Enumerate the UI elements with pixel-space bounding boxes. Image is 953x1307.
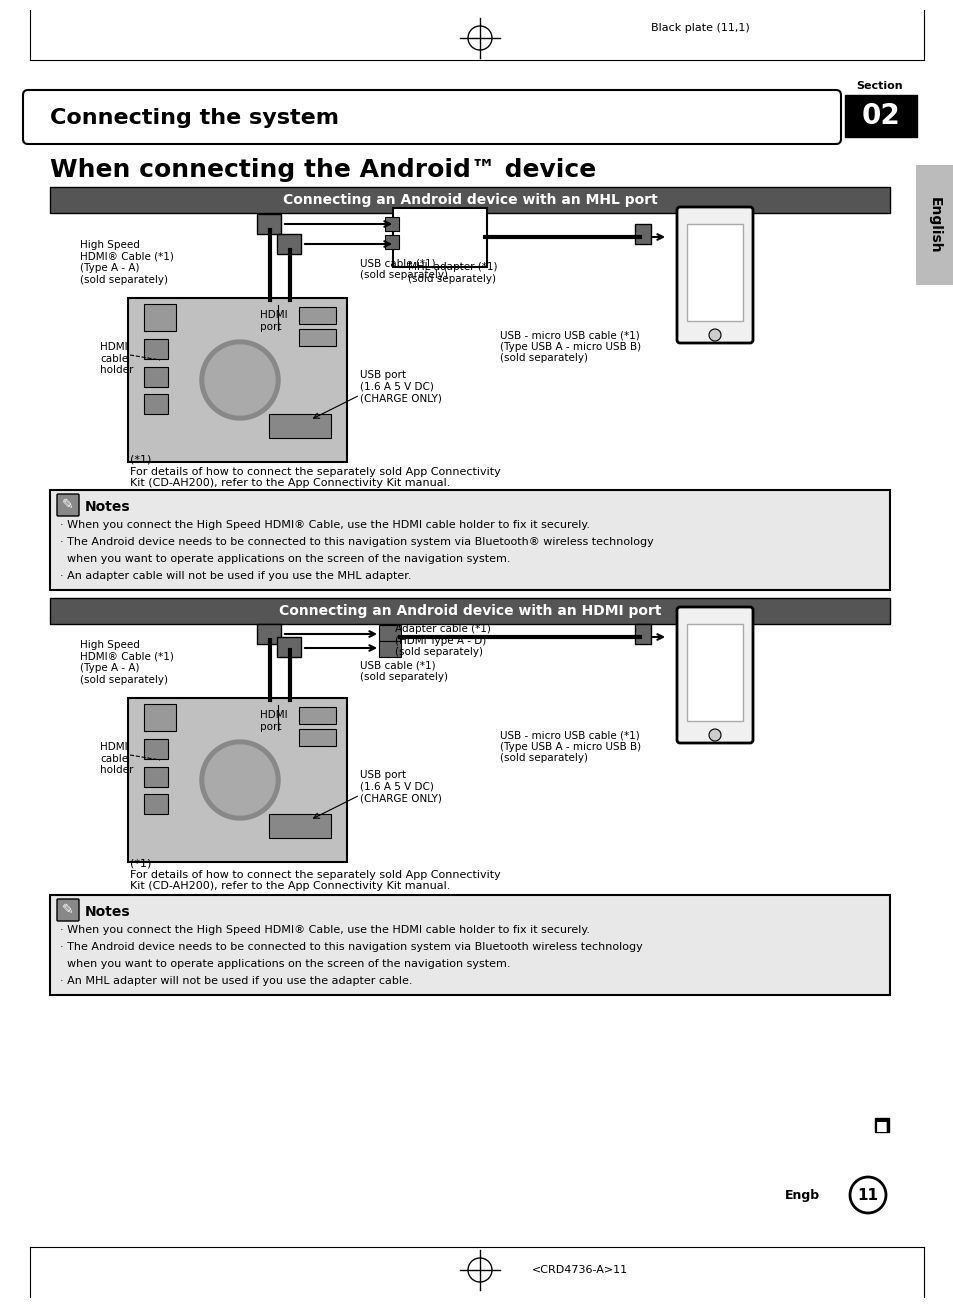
FancyBboxPatch shape [677, 207, 752, 342]
FancyBboxPatch shape [298, 729, 335, 746]
Text: when you want to operate applications on the screen of the navigation system.: when you want to operate applications on… [60, 554, 510, 565]
FancyBboxPatch shape [276, 637, 301, 657]
FancyBboxPatch shape [378, 625, 400, 640]
FancyBboxPatch shape [144, 704, 175, 731]
FancyBboxPatch shape [144, 393, 168, 414]
FancyBboxPatch shape [915, 165, 953, 285]
Text: when you want to operate applications on the screen of the navigation system.: when you want to operate applications on… [60, 959, 510, 968]
Text: HDMI
cable
holder: HDMI cable holder [100, 342, 133, 375]
FancyBboxPatch shape [269, 814, 331, 838]
Text: HDMI
cable
holder: HDMI cable holder [100, 742, 133, 775]
FancyBboxPatch shape [50, 187, 889, 213]
Text: ✎: ✎ [62, 498, 73, 512]
Circle shape [200, 740, 280, 819]
FancyBboxPatch shape [393, 208, 486, 267]
FancyBboxPatch shape [686, 223, 742, 322]
Text: Notes: Notes [85, 904, 131, 919]
Text: · The Android device needs to be connected to this navigation system via Bluetoo: · The Android device needs to be connect… [60, 942, 642, 951]
Circle shape [200, 340, 280, 420]
FancyBboxPatch shape [144, 793, 168, 814]
FancyBboxPatch shape [144, 305, 175, 331]
Text: · When you connect the High Speed HDMI® Cable, use the HDMI cable holder to fix : · When you connect the High Speed HDMI® … [60, 520, 589, 531]
Circle shape [205, 745, 274, 816]
Text: ✎: ✎ [62, 903, 73, 918]
Text: ■: ■ [875, 1120, 887, 1132]
Text: · When you connect the High Speed HDMI® Cable, use the HDMI cable holder to fix : · When you connect the High Speed HDMI® … [60, 925, 589, 935]
Text: Connecting the system: Connecting the system [50, 108, 338, 128]
FancyBboxPatch shape [686, 623, 742, 721]
Text: (*1)
For details of how to connect the separately sold App Connectivity
Kit (CD-: (*1) For details of how to connect the s… [130, 455, 500, 489]
Text: USB cable (*1)
(sold separately): USB cable (*1) (sold separately) [359, 660, 448, 681]
FancyBboxPatch shape [57, 494, 79, 516]
FancyBboxPatch shape [144, 339, 168, 359]
Text: · The Android device needs to be connected to this navigation system via Bluetoo: · The Android device needs to be connect… [60, 537, 653, 548]
Text: Engb: Engb [784, 1188, 820, 1201]
Circle shape [708, 329, 720, 341]
FancyBboxPatch shape [50, 490, 889, 589]
Text: Adapter cable (*1)
(HDMI Type A - D)
(sold separately): Adapter cable (*1) (HDMI Type A - D) (so… [395, 623, 491, 657]
Text: Connecting an Android device with an HDMI port: Connecting an Android device with an HDM… [278, 604, 660, 618]
FancyBboxPatch shape [50, 895, 889, 995]
Text: USB cable (*1)
(sold separately): USB cable (*1) (sold separately) [359, 257, 448, 280]
FancyBboxPatch shape [256, 214, 281, 234]
FancyBboxPatch shape [269, 414, 331, 438]
FancyBboxPatch shape [635, 623, 650, 644]
FancyBboxPatch shape [844, 95, 916, 137]
FancyBboxPatch shape [57, 899, 79, 921]
FancyBboxPatch shape [298, 307, 335, 324]
FancyBboxPatch shape [378, 640, 400, 657]
FancyBboxPatch shape [385, 235, 398, 250]
Text: High Speed
HDMI® Cable (*1)
(Type A - A)
(sold separately): High Speed HDMI® Cable (*1) (Type A - A)… [80, 640, 173, 685]
FancyBboxPatch shape [874, 1117, 888, 1132]
Text: When connecting the Android™ device: When connecting the Android™ device [50, 158, 596, 182]
Text: 11: 11 [857, 1188, 878, 1202]
Text: <CRD4736-A>11: <CRD4736-A>11 [532, 1265, 627, 1276]
FancyBboxPatch shape [50, 599, 889, 623]
Text: 02: 02 [861, 102, 900, 129]
Text: USB port
(1.6 A 5 V DC)
(CHARGE ONLY): USB port (1.6 A 5 V DC) (CHARGE ONLY) [359, 370, 441, 403]
FancyBboxPatch shape [385, 217, 398, 231]
Text: (*1)
For details of how to connect the separately sold App Connectivity
Kit (CD-: (*1) For details of how to connect the s… [130, 857, 500, 891]
Text: High Speed
HDMI® Cable (*1)
(Type A - A)
(sold separately): High Speed HDMI® Cable (*1) (Type A - A)… [80, 240, 173, 285]
FancyBboxPatch shape [144, 367, 168, 387]
Text: USB - micro USB cable (*1)
(Type USB A - micro USB B)
(sold separately): USB - micro USB cable (*1) (Type USB A -… [499, 731, 640, 763]
Text: Section: Section [856, 81, 902, 91]
FancyBboxPatch shape [144, 767, 168, 787]
Text: USB port
(1.6 A 5 V DC)
(CHARGE ONLY): USB port (1.6 A 5 V DC) (CHARGE ONLY) [359, 770, 441, 804]
Circle shape [708, 729, 720, 741]
FancyBboxPatch shape [128, 298, 347, 461]
Text: MHL adapter (*1)
(sold separately): MHL adapter (*1) (sold separately) [408, 261, 497, 284]
FancyBboxPatch shape [298, 329, 335, 346]
FancyBboxPatch shape [128, 698, 347, 863]
Text: · An MHL adapter will not be used if you use the adapter cable.: · An MHL adapter will not be used if you… [60, 976, 412, 985]
Text: HDMI
port: HDMI port [260, 310, 287, 332]
FancyBboxPatch shape [635, 223, 650, 244]
Text: HDMI
port: HDMI port [260, 710, 287, 732]
FancyBboxPatch shape [677, 606, 752, 742]
FancyBboxPatch shape [256, 623, 281, 644]
Text: USB - micro USB cable (*1)
(Type USB A - micro USB B)
(sold separately): USB - micro USB cable (*1) (Type USB A -… [499, 329, 640, 363]
FancyBboxPatch shape [144, 738, 168, 759]
FancyBboxPatch shape [23, 90, 841, 144]
FancyBboxPatch shape [276, 234, 301, 254]
Text: Connecting an Android device with an MHL port: Connecting an Android device with an MHL… [282, 193, 657, 207]
Circle shape [205, 345, 274, 416]
Text: Black plate (11,1): Black plate (11,1) [650, 24, 749, 33]
Text: English: English [927, 196, 941, 254]
FancyBboxPatch shape [298, 707, 335, 724]
Text: Notes: Notes [85, 501, 131, 514]
Text: · An adapter cable will not be used if you use the MHL adapter.: · An adapter cable will not be used if y… [60, 571, 411, 582]
